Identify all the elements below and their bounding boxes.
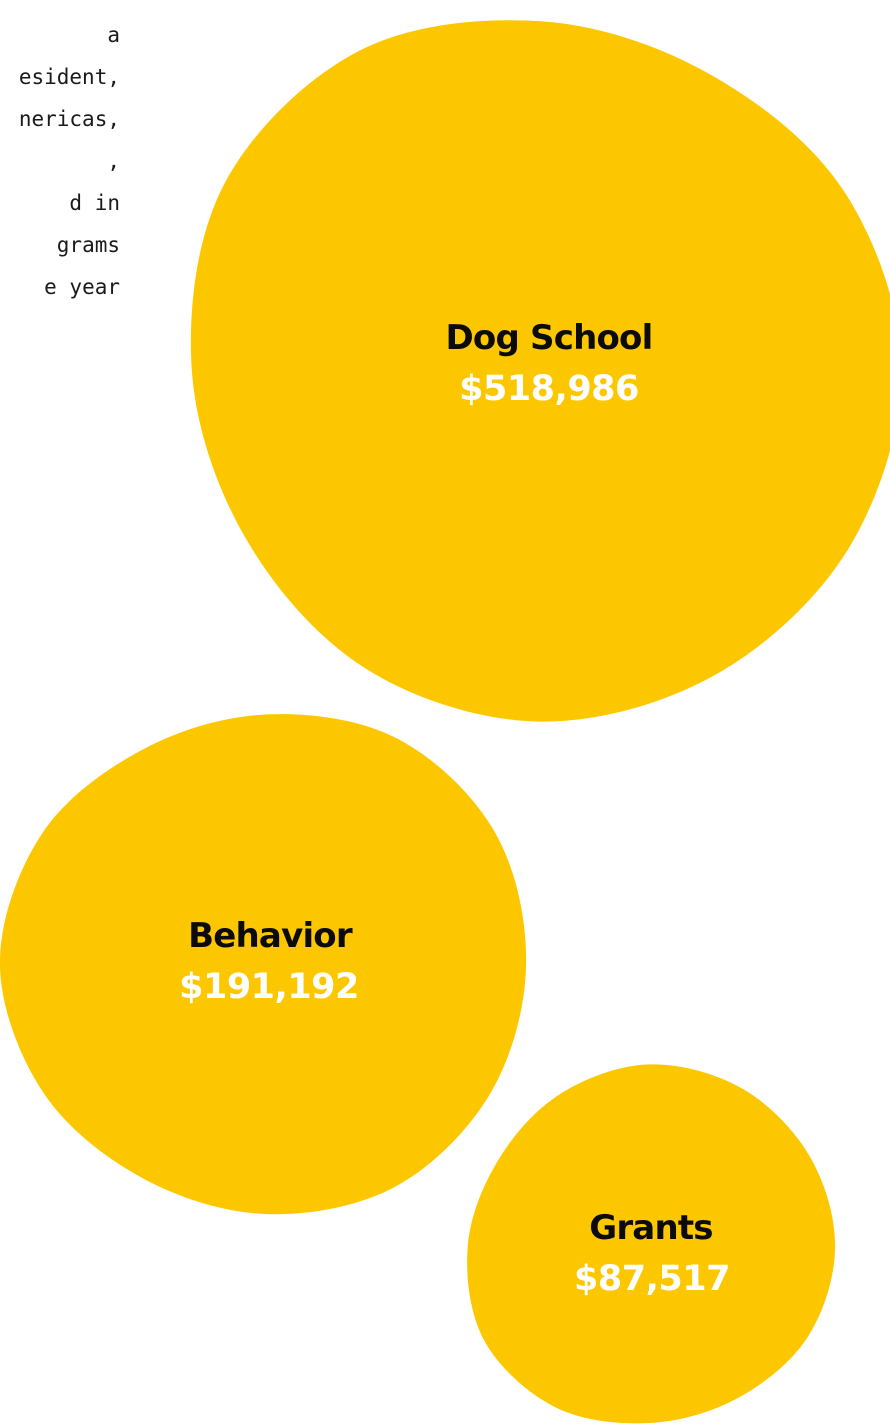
bubble-shape <box>190 20 890 722</box>
bubble-label: Dog School <box>446 318 653 358</box>
intro-line: a <box>107 23 120 47</box>
bubble-behavior: Behavior $191,192 <box>0 714 527 1215</box>
bubble-label: Behavior <box>188 916 353 956</box>
intro-line: esident, <box>18 65 120 89</box>
bubble-value: $87,517 <box>574 1259 730 1299</box>
bubble-label: Grants <box>589 1208 713 1248</box>
intro-line: nericas, <box>18 107 120 131</box>
bubble-shape <box>467 1064 836 1424</box>
bubble-dog-school: Dog School $518,986 <box>190 20 890 722</box>
intro-line: d in <box>69 191 120 215</box>
intro-line: , <box>107 149 120 173</box>
bubble-value: $191,192 <box>179 967 359 1007</box>
intro-line: e year <box>44 275 120 299</box>
bubble-shape <box>0 714 527 1215</box>
intro-line: grams <box>56 233 120 257</box>
intro-text: a esident, nericas, , d in grams e year <box>0 14 120 308</box>
bubble-value: $518,986 <box>459 369 639 409</box>
bubble-grants: Grants $87,517 <box>467 1064 836 1424</box>
